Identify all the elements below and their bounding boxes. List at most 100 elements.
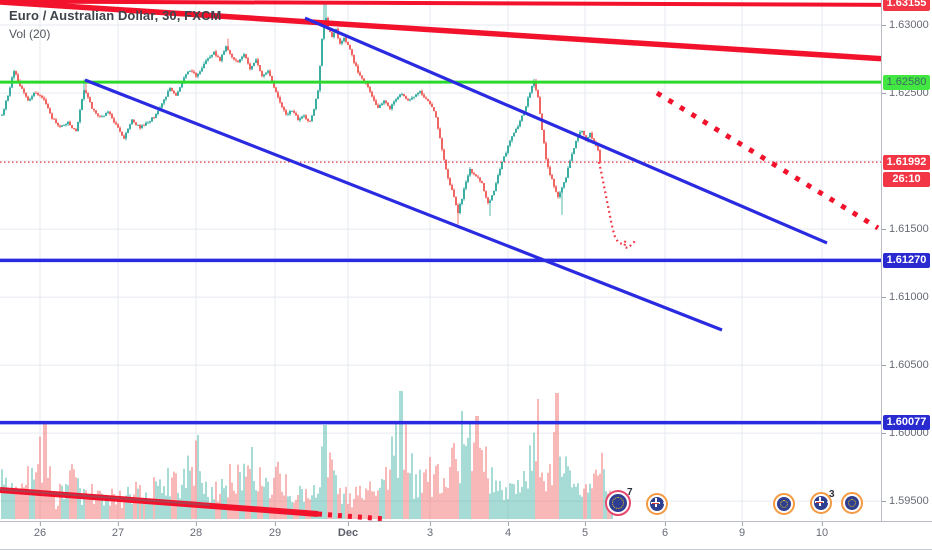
time-tick-label: 6 — [662, 522, 668, 539]
volume-bar — [569, 470, 571, 519]
candle-body — [181, 83, 183, 88]
time-axis[interactable] — [0, 521, 932, 550]
candle-body — [369, 87, 371, 92]
event-flag-eu[interactable] — [841, 492, 863, 514]
price-projection-dotted[interactable] — [597, 161, 636, 250]
volume-bar — [145, 492, 147, 519]
volume-bar — [519, 492, 521, 519]
volume-bar — [97, 490, 99, 519]
trendline-red-major-upper[interactable] — [0, 0, 891, 7]
volume-bar — [467, 437, 469, 519]
candle-body — [271, 75, 273, 82]
event-flag-eu[interactable] — [773, 493, 795, 515]
volume-bar — [363, 499, 365, 519]
candle-body — [333, 32, 335, 38]
candle-body — [235, 59, 237, 61]
price-label-blue[interactable]: 1.61270 — [883, 252, 930, 268]
price-label-green[interactable]: 1.62580 — [883, 74, 930, 90]
candle-body — [161, 103, 163, 108]
volume-indicator-label[interactable]: Vol (20) — [9, 27, 51, 41]
candle-body — [353, 54, 355, 63]
volume-bar — [307, 498, 309, 519]
candle-body — [577, 136, 579, 141]
volume-bar — [325, 425, 327, 519]
event-flag-au[interactable] — [810, 492, 832, 514]
volume-bar — [471, 471, 473, 519]
candle-body — [209, 56, 211, 59]
event-flag-eu[interactable] — [605, 490, 631, 516]
symbol-title[interactable]: Euro / Australian Dollar, 30, FXCM — [9, 8, 222, 23]
candle-body — [219, 57, 221, 61]
trendline-red-dotted-forecast[interactable] — [655, 90, 880, 231]
time-tick-label: 5 — [582, 522, 588, 539]
trendline-red-major-steep[interactable] — [0, 0, 932, 65]
candle-body — [463, 188, 465, 199]
volume-bar — [513, 484, 515, 519]
volume-trendline-shadow — [0, 488, 211, 506]
volume-bar — [85, 490, 87, 519]
volume-bar — [253, 481, 255, 519]
candle-body — [3, 109, 5, 115]
volume-bar — [83, 488, 85, 519]
volume-bar — [305, 489, 307, 519]
trendline-blue-channel-2[interactable] — [304, 16, 828, 245]
price-label-red[interactable]: 1.63155 — [883, 0, 930, 12]
candle-body — [25, 92, 27, 97]
volume-bar — [137, 488, 139, 519]
event-flag-au[interactable] — [646, 493, 668, 515]
volume-bar — [33, 479, 35, 519]
candle-body — [355, 62, 357, 66]
volume-bar — [505, 487, 507, 519]
volume-bar — [79, 488, 81, 519]
price-label-red[interactable]: 1.61992 — [883, 154, 930, 170]
candle-body — [295, 112, 297, 116]
price-label-red[interactable]: 26:10 — [883, 171, 930, 187]
volume-bar — [531, 470, 533, 519]
candle-body — [493, 190, 495, 196]
volume-bar — [169, 496, 171, 519]
candle-body — [107, 111, 109, 113]
volume-layer — [1, 391, 613, 519]
volume-bar — [263, 486, 265, 519]
volume-bar — [333, 470, 335, 519]
volume-bar — [225, 485, 227, 519]
candle-body — [309, 120, 311, 122]
event-count-badge: 3 — [829, 489, 835, 500]
volume-bar — [375, 495, 377, 519]
candle-body — [439, 128, 441, 139]
candle-body — [383, 100, 385, 104]
volume-bar — [205, 481, 207, 519]
volume-bar — [439, 493, 441, 519]
volume-bar — [271, 494, 273, 519]
volume-bar — [431, 496, 433, 519]
price-axis[interactable] — [881, 0, 932, 548]
volume-bar — [369, 481, 371, 519]
candle-body — [113, 118, 115, 123]
volume-bar — [53, 493, 55, 519]
volume-bar — [503, 500, 505, 519]
candle-body — [433, 107, 435, 112]
candle-body — [89, 97, 91, 103]
candle-body — [571, 153, 573, 161]
candle-body — [379, 105, 381, 108]
volume-trendline-dotted-tail[interactable] — [317, 511, 387, 522]
volume-bar — [567, 466, 569, 519]
volume-bar — [575, 486, 577, 519]
trendline-blue-channel-1[interactable] — [84, 78, 723, 332]
volume-bar — [459, 483, 461, 519]
price-label-blue[interactable]: 1.60077 — [883, 415, 930, 431]
volume-bar — [265, 477, 267, 519]
candle-body — [125, 132, 127, 139]
volume-bar — [419, 469, 421, 519]
volume-bar — [377, 490, 379, 519]
volume-bar — [421, 492, 423, 519]
candle-body — [509, 140, 511, 146]
volume-bar — [255, 490, 257, 519]
volume-bar — [71, 464, 73, 519]
candle-body — [139, 124, 141, 129]
candle-body — [597, 145, 599, 151]
candle-body — [591, 132, 593, 139]
candle-body — [561, 187, 563, 193]
candle-body — [15, 71, 17, 75]
